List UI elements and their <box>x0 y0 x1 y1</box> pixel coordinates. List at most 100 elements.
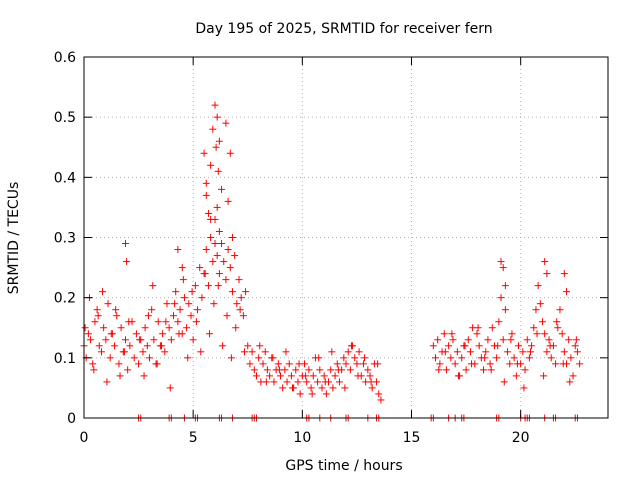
data-point <box>565 336 573 344</box>
data-point <box>215 270 223 278</box>
data-point <box>218 185 226 193</box>
data-point <box>213 203 221 211</box>
data-point <box>244 342 252 350</box>
data-point <box>558 330 566 338</box>
x-tick-label: 10 <box>293 430 311 446</box>
data-point <box>282 348 290 356</box>
data-point <box>481 354 489 362</box>
data-point <box>539 318 546 326</box>
data-point <box>464 336 472 344</box>
data-point <box>218 240 226 248</box>
data-point <box>488 324 496 332</box>
data-point <box>215 137 223 145</box>
data-point <box>432 354 440 362</box>
data-point <box>159 330 167 338</box>
data-point <box>364 366 372 374</box>
data-point <box>497 258 505 266</box>
data-point <box>100 324 108 332</box>
data-point <box>172 288 180 296</box>
data-point <box>576 360 584 368</box>
data-point <box>259 360 267 368</box>
data-point <box>533 330 541 338</box>
data-point <box>124 366 132 374</box>
axis-ticks: 0 0.1 0.2 0.3 0.4 0.5 0.6 0 5 10 15 20 <box>54 50 608 446</box>
data-point <box>327 366 335 374</box>
data-point <box>473 330 481 338</box>
data-point <box>143 342 151 350</box>
data-point <box>361 354 369 362</box>
data-point <box>441 348 449 356</box>
data-point <box>214 282 222 290</box>
data-point <box>170 312 178 320</box>
data-point <box>462 366 470 374</box>
data-point <box>553 318 561 326</box>
data-point <box>176 306 184 314</box>
data-point <box>442 366 450 374</box>
data-point <box>255 354 263 362</box>
data-point <box>501 282 509 290</box>
data-point <box>287 372 295 380</box>
data-point <box>283 378 291 386</box>
data-point <box>499 336 507 344</box>
data-point <box>141 324 149 332</box>
data-point <box>534 282 542 290</box>
data-point <box>90 366 98 374</box>
data-point <box>197 348 205 356</box>
data-point <box>269 354 277 362</box>
data-point <box>183 324 191 332</box>
data-point <box>148 306 156 314</box>
y-axis-label: SRMTID / TECUs <box>6 182 22 295</box>
data-point <box>113 312 121 320</box>
data-point <box>194 306 202 314</box>
data-point <box>277 372 284 380</box>
data-point <box>512 372 520 380</box>
data-point <box>192 318 200 326</box>
data-point <box>200 149 208 157</box>
data-point <box>94 312 102 320</box>
data-point <box>447 354 455 362</box>
data-point <box>275 366 283 374</box>
data-point <box>320 372 328 380</box>
data-point <box>121 240 129 248</box>
data-point <box>81 324 89 332</box>
data-point <box>202 246 210 254</box>
data-point <box>355 348 363 356</box>
data-point <box>206 330 214 338</box>
x-tick-label: 5 <box>189 430 198 446</box>
data-point <box>307 384 315 392</box>
y-tick-label: 0.2 <box>54 291 76 307</box>
data-point <box>351 354 359 362</box>
data-point <box>184 354 192 362</box>
data-point <box>285 360 293 368</box>
data-point <box>461 342 469 350</box>
data-point <box>328 348 336 356</box>
data-point <box>571 342 579 350</box>
data-point <box>246 360 254 368</box>
data-point <box>161 348 169 356</box>
data-point <box>302 372 310 380</box>
data-point <box>213 113 221 121</box>
data-point <box>87 336 95 344</box>
data-point <box>341 384 349 392</box>
data-point <box>445 342 453 350</box>
data-point <box>116 372 124 380</box>
y-tick-label: 0.4 <box>54 170 76 186</box>
data-point <box>344 348 352 356</box>
data-point <box>560 270 568 278</box>
data-point <box>171 300 179 308</box>
data-point <box>374 360 382 368</box>
data-point <box>493 354 501 362</box>
data-point <box>347 342 355 350</box>
data-point <box>174 246 182 254</box>
data-point <box>125 318 133 326</box>
data-point <box>207 161 215 169</box>
data-point <box>497 294 505 302</box>
data-point <box>546 342 554 350</box>
x-tick-label: 0 <box>80 430 89 446</box>
data-point <box>504 348 512 356</box>
data-point <box>256 342 264 350</box>
data-point <box>429 342 437 350</box>
data-point <box>266 372 274 380</box>
data-point <box>214 167 222 175</box>
